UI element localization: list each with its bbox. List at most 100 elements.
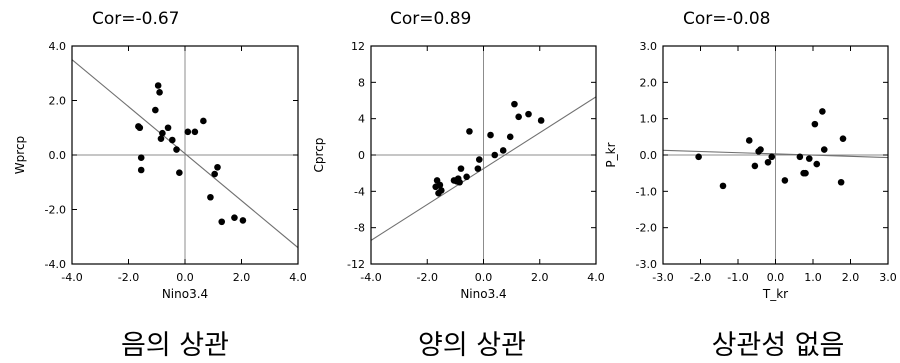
regression-line <box>371 96 596 241</box>
data-point <box>152 106 159 114</box>
panel-caption: 음의 상관 <box>121 330 229 361</box>
x-tick-label: 0.0 <box>475 271 493 284</box>
data-point <box>200 117 207 125</box>
data-point <box>751 162 759 170</box>
y-axis-label: Cprcp <box>312 138 326 173</box>
x-tick-label: 0.0 <box>176 271 194 284</box>
data-point <box>184 128 192 136</box>
y-tick-label: 0 <box>358 149 365 162</box>
panel-caption: 양의 상관 <box>418 330 526 361</box>
data-point <box>819 108 826 115</box>
y-axis-label: P_kr <box>604 142 618 167</box>
data-point <box>239 217 247 224</box>
x-axis-label: Nino3.4 <box>162 287 208 301</box>
data-point <box>695 153 702 161</box>
x-tick-label: -4.0 <box>360 271 381 284</box>
data-point <box>164 124 172 132</box>
x-tick-label: 0.0 <box>767 271 785 284</box>
y-tick-label: 2.0 <box>49 95 67 108</box>
panel-caption: 상관성 없음 <box>712 330 845 361</box>
x-axis-label: T_kr <box>762 287 788 301</box>
data-point <box>214 163 221 171</box>
x-tick-label: -2.0 <box>690 271 711 284</box>
y-tick-label: -1.0 <box>636 185 657 198</box>
data-point <box>781 177 789 184</box>
x-tick-label: -1.0 <box>727 271 748 284</box>
data-point <box>456 178 463 186</box>
y-axis-label: Wprcp <box>13 136 27 174</box>
y-tick-label: 3.0 <box>640 40 658 53</box>
y-tick-label: 8 <box>358 76 365 89</box>
chart-title: Cor=0.89 <box>390 9 471 29</box>
data-point <box>457 165 465 172</box>
x-tick-label: 1.0 <box>804 271 822 284</box>
y-tick-label: 2.0 <box>640 76 658 89</box>
x-tick-label: -4.0 <box>61 271 82 284</box>
y-tick-label: -3.0 <box>636 258 657 271</box>
x-tick-label: -3.0 <box>652 271 673 284</box>
data-point <box>137 154 145 162</box>
x-tick-label: -2.0 <box>417 271 438 284</box>
data-point <box>156 89 163 96</box>
data-point <box>218 218 226 226</box>
data-point <box>820 146 828 153</box>
data-point <box>802 169 809 177</box>
data-point <box>499 147 507 154</box>
x-tick-label: 4.0 <box>587 271 605 284</box>
data-point <box>491 151 499 159</box>
data-point <box>764 158 772 166</box>
data-point <box>515 113 522 121</box>
panel-negative-correlation: -4.0 -2.0 0.0 2.0 4.0 -4.0 -2.0 0.0 2.0 4.0 Cor=-0… <box>13 9 307 361</box>
y-tick-label: 4 <box>358 113 365 126</box>
y-tick-label: 0.0 <box>640 149 658 162</box>
data-point <box>154 82 162 89</box>
data-point <box>768 153 776 161</box>
data-point <box>173 146 180 153</box>
y-tick-label: -8 <box>354 222 365 235</box>
panel-no-correlation: -3.0 -2.0 -1.0 0.0 1.0 2.0 3.0 -3.0 -2.0 -1.0 0.0 1… <box>604 9 897 361</box>
data-point <box>813 160 821 168</box>
data-point <box>176 169 183 177</box>
panel-positive-correlation: -4.0 -2.0 0.0 2.0 4.0 -12 -8 -4 0 4 8 12 Cor=0.89 Nin… <box>312 9 605 361</box>
y-tick-label: -2.0 <box>636 222 657 235</box>
data-point <box>191 128 199 136</box>
chart-title: Cor=-0.08 <box>683 9 771 29</box>
x-tick-label: 4.0 <box>289 271 307 284</box>
data-point <box>506 133 514 141</box>
data-point <box>719 182 727 190</box>
data-point <box>137 166 145 174</box>
y-tick-label: -12 <box>347 258 365 271</box>
data-point <box>211 170 218 178</box>
data-point <box>487 131 494 139</box>
data-point <box>168 136 176 144</box>
data-point <box>466 128 473 135</box>
regression-line <box>663 149 888 159</box>
x-tick-label: 2.0 <box>842 271 860 284</box>
x-tick-label: -2.0 <box>118 271 139 284</box>
y-tick-label: -2.0 <box>45 204 66 217</box>
data-point <box>811 120 819 128</box>
data-point <box>438 187 445 194</box>
y-tick-label: 1.0 <box>640 113 658 126</box>
data-point <box>207 193 214 201</box>
y-tick-label: -4.0 <box>45 258 66 271</box>
y-tick-label: 12 <box>351 40 365 53</box>
data-point <box>159 129 166 137</box>
data-point <box>525 110 532 118</box>
y-tick-label: 0.0 <box>49 149 67 162</box>
data-point <box>475 156 483 163</box>
x-tick-label: 2.0 <box>531 271 549 284</box>
data-point <box>745 137 753 144</box>
data-point <box>157 135 165 142</box>
x-tick-label: 2.0 <box>233 271 251 284</box>
y-tick-label: 4.0 <box>49 40 67 53</box>
data-point <box>463 173 470 181</box>
data-point <box>839 135 847 142</box>
data-point <box>136 124 144 132</box>
regression-line <box>72 59 298 249</box>
data-point <box>837 178 845 186</box>
data-point <box>796 153 804 161</box>
x-axis-label: Nino3.4 <box>460 287 506 301</box>
x-tick-label: 3.0 <box>879 271 897 284</box>
